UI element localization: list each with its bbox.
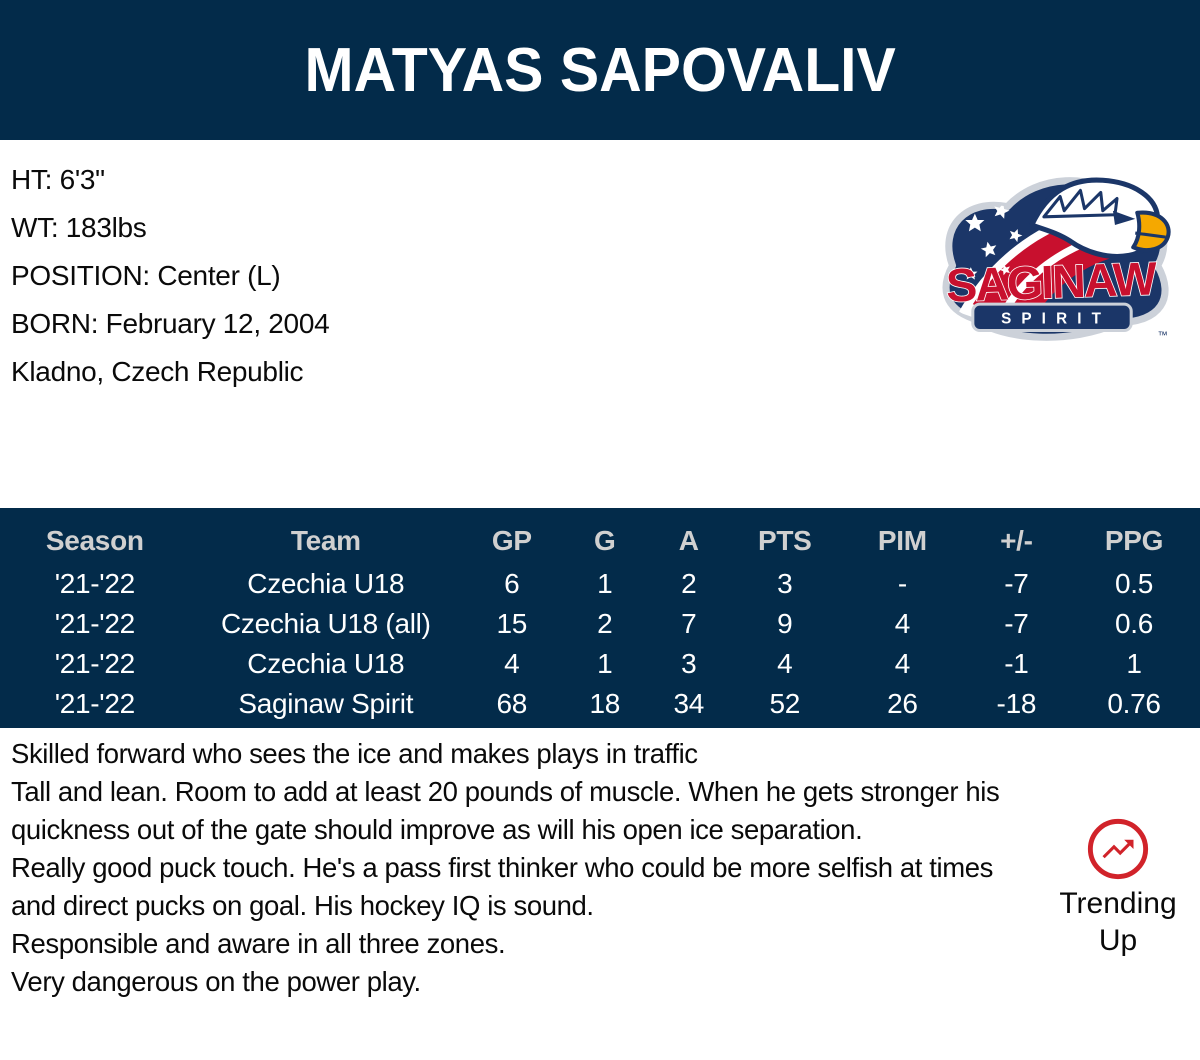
cell-season: '21-'22 [54, 688, 136, 719]
cell-a: 3 [681, 648, 697, 679]
bio-born: BORN: February 12, 2004 [11, 308, 330, 339]
cell-pts: 9 [777, 608, 793, 639]
team-logo: SAGINAW SPIRIT ™ [918, 168, 1184, 356]
logo-trademark: ™ [1158, 331, 1168, 342]
cell-pim: - [897, 568, 907, 599]
cell-team: Czechia U18 (all) [220, 608, 431, 639]
col-header-ppg: PPG [1104, 525, 1164, 556]
cell-season: '21-'22 [54, 608, 136, 639]
cell-pts: 52 [769, 688, 801, 719]
cell-plusminus: -7 [1004, 608, 1029, 639]
cell-team: Czechia U18 [247, 568, 405, 599]
col-header-pim: PIM [877, 525, 927, 556]
scouting-report: Skilled forward who sees the ice and mak… [0, 728, 1032, 1001]
trend-label: Trending Up [1059, 887, 1177, 957]
header-banner: MATYAS SAPOVALIV [0, 0, 1200, 140]
cell-pts: 3 [777, 568, 793, 599]
report-paragraph: Really good puck touch. He's a pass firs… [11, 852, 993, 921]
bio-section: HT: 6'3" WT: 183lbs POSITION: Center (L)… [0, 140, 1200, 396]
trending-up-icon [1087, 818, 1149, 880]
cell-pim: 26 [887, 688, 918, 719]
cell-team: Czechia U18 [247, 648, 405, 679]
cell-ppg: 1 [1126, 648, 1142, 679]
cell-plusminus: -1 [1004, 648, 1029, 679]
cell-ppg: 0.6 [1114, 608, 1153, 639]
bio-birthplace: Kladno, Czech Republic [11, 356, 304, 387]
cell-g: 2 [597, 608, 613, 639]
bio-position: POSITION: Center (L) [11, 260, 281, 291]
cell-plusminus: -7 [1004, 568, 1029, 599]
col-header-gp: GP [491, 525, 532, 556]
logo-team-subname: SPIRIT [1001, 310, 1111, 327]
cell-a: 34 [673, 688, 705, 719]
cell-plusminus: -18 [996, 688, 1037, 719]
cell-gp: 4 [504, 648, 520, 679]
cell-g: 1 [597, 648, 613, 679]
table-row: '21-'22 Saginaw Spirit 68 18 34 52 26 -1… [0, 684, 1200, 724]
col-header-team: Team [290, 525, 361, 556]
bio-height: HT: 6'3" [11, 164, 105, 195]
cell-ppg: 0.5 [1114, 568, 1153, 599]
table-row: '21-'22 Czechia U18 (all) 15 2 7 9 4 -7 … [0, 604, 1200, 644]
cell-a: 7 [681, 608, 697, 639]
col-header-plusminus: +/- [1000, 525, 1033, 556]
col-header-season: Season [45, 525, 144, 556]
stats-section: Season Team GP G A PTS PIM +/- PPG '21-'… [0, 508, 1200, 728]
col-header-g: G [594, 525, 616, 556]
saginaw-spirit-logo-icon: SAGINAW SPIRIT ™ [942, 177, 1171, 342]
player-card: MATYAS SAPOVALIV HT: 6'3" WT: 183lbs POS… [0, 0, 1200, 997]
cell-gp: 6 [504, 568, 520, 599]
cell-gp: 68 [496, 688, 528, 719]
logo-team-name: SAGINAW [945, 252, 1159, 311]
cell-season: '21-'22 [54, 648, 136, 679]
cell-gp: 15 [496, 608, 528, 639]
player-name: MATYAS SAPOVALIV [304, 35, 896, 105]
cell-pim: 4 [894, 648, 911, 679]
cell-g: 18 [589, 688, 621, 719]
stats-header-row: Season Team GP G A PTS PIM +/- PPG [0, 518, 1200, 564]
trend-badge: Trending Up [1042, 818, 1194, 959]
cell-team: Saginaw Spirit [238, 688, 414, 719]
report-paragraph: Responsible and aware in all three zones… [11, 928, 506, 959]
eagle-head-icon [1029, 177, 1171, 259]
report-paragraph: Tall and lean. Room to add at least 20 p… [11, 776, 1000, 845]
cell-pim: 4 [894, 608, 911, 639]
cell-season: '21-'22 [54, 568, 136, 599]
col-header-pts: PTS [757, 525, 812, 556]
bio-weight: WT: 183lbs [11, 212, 147, 243]
logo-banner-shape [971, 302, 1133, 333]
cell-a: 2 [681, 568, 697, 599]
table-row: '21-'22 Czechia U18 4 1 3 4 4 -1 1 [0, 644, 1200, 684]
cell-ppg: 0.76 [1107, 688, 1161, 719]
table-row: '21-'22 Czechia U18 6 1 2 3 - -7 0.5 [0, 564, 1200, 604]
cell-g: 1 [597, 568, 613, 599]
report-paragraph: Very dangerous on the power play. [11, 966, 421, 997]
stats-table: Season Team GP G A PTS PIM +/- PPG '21-'… [0, 518, 1200, 724]
cell-pts: 4 [777, 648, 793, 679]
report-paragraph: Skilled forward who sees the ice and mak… [11, 738, 698, 769]
col-header-a: A [678, 525, 699, 556]
